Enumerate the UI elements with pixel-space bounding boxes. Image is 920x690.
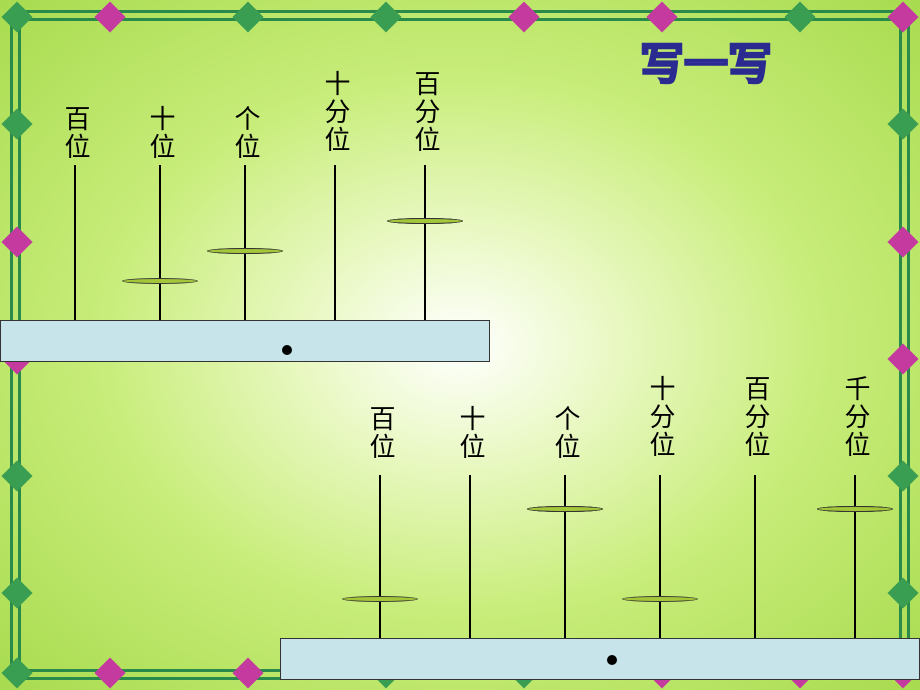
place-label: 百位: [62, 105, 88, 161]
border-diamond: [1, 461, 32, 492]
place-label: 十位: [147, 105, 173, 161]
border-diamond: [95, 657, 126, 688]
border-diamond: [887, 578, 918, 609]
place-label: 十位: [457, 405, 483, 461]
border-diamond: [233, 1, 264, 32]
border-diamond: [887, 226, 918, 257]
border-diamond: [233, 657, 264, 688]
place-label: 十分位: [322, 70, 348, 154]
counting-rod: [754, 475, 756, 638]
counting-rod: [469, 475, 471, 638]
border-diamond: [887, 461, 918, 492]
bead: [342, 596, 418, 602]
counting-rod: [659, 475, 661, 638]
counting-rod: [854, 475, 856, 638]
border-diamond: [1, 109, 32, 140]
counting-rod: [244, 165, 246, 320]
border-diamond: [887, 343, 918, 374]
bead: [122, 278, 198, 284]
bead: [207, 248, 283, 254]
abacus-base: [280, 638, 920, 680]
counting-rod: [379, 475, 381, 638]
decimal-point: [607, 655, 617, 665]
decimal-point: [282, 345, 292, 355]
place-label: 百分位: [742, 375, 768, 459]
border-diamond: [887, 109, 918, 140]
counting-rod: [159, 165, 161, 320]
place-label: 千分位: [842, 375, 868, 459]
bead: [817, 506, 893, 512]
border-diamond: [509, 1, 540, 32]
border-diamond: [371, 1, 402, 32]
border-diamond: [1, 657, 32, 688]
counting-rod: [564, 475, 566, 638]
bead: [387, 218, 463, 224]
counting-rod: [424, 165, 426, 320]
border-diamond: [887, 1, 918, 32]
bead: [527, 506, 603, 512]
place-label: 百分位: [412, 70, 438, 154]
counting-rod: [74, 165, 76, 320]
border-diamond: [785, 1, 816, 32]
border-diamond: [1, 226, 32, 257]
border-diamond: [95, 1, 126, 32]
place-label: 十分位: [647, 375, 673, 459]
bead: [622, 596, 698, 602]
abacus-base: [0, 320, 490, 362]
border-diamond: [1, 1, 32, 32]
place-label: 个位: [552, 405, 578, 461]
counting-rod: [334, 165, 336, 320]
page-title: 写一写: [640, 28, 772, 92]
place-label: 个位: [232, 105, 258, 161]
border-diamond: [1, 578, 32, 609]
place-label: 百位: [367, 405, 393, 461]
